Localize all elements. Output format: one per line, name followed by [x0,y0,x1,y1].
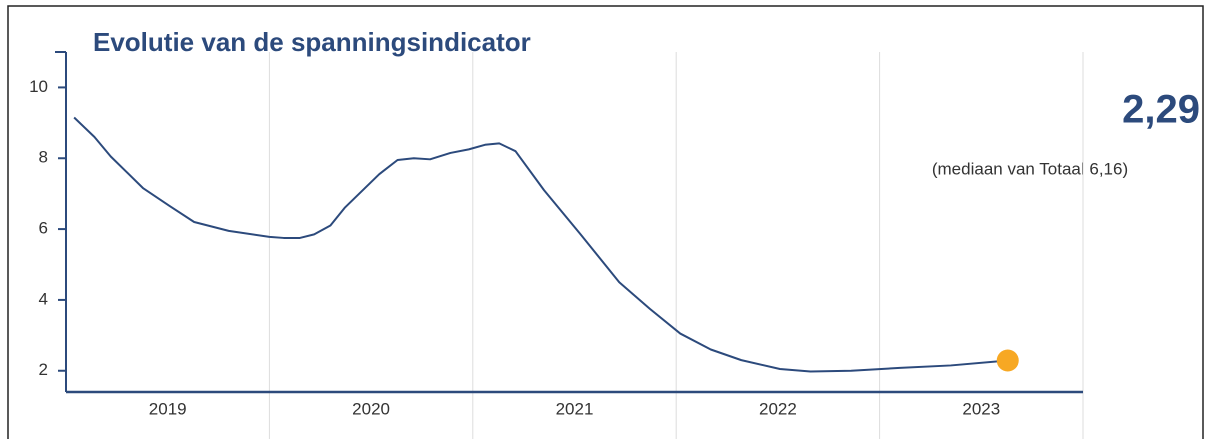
y-tick-label: 4 [39,289,48,308]
x-tick-label: 2019 [149,399,187,418]
y-tick-label: 6 [39,219,48,238]
x-tick-label: 2021 [556,399,594,418]
y-tick-label: 2 [39,360,48,379]
headline-value: 2,29 [1122,88,1200,132]
note: (mediaan van Totaal 6,16) [932,159,1128,178]
frame [7,5,1204,439]
y-tick-label: 10 [29,77,48,96]
line [73,116,1008,373]
chart-title: Evolutie van de spanningsindicator [93,27,531,57]
x-tick-label: 2020 [352,399,390,418]
x-tick-label: 2023 [962,399,1000,418]
y-tick-label: 8 [39,148,48,167]
latest-point [996,349,1019,372]
x-tick-label: 2022 [759,399,797,418]
